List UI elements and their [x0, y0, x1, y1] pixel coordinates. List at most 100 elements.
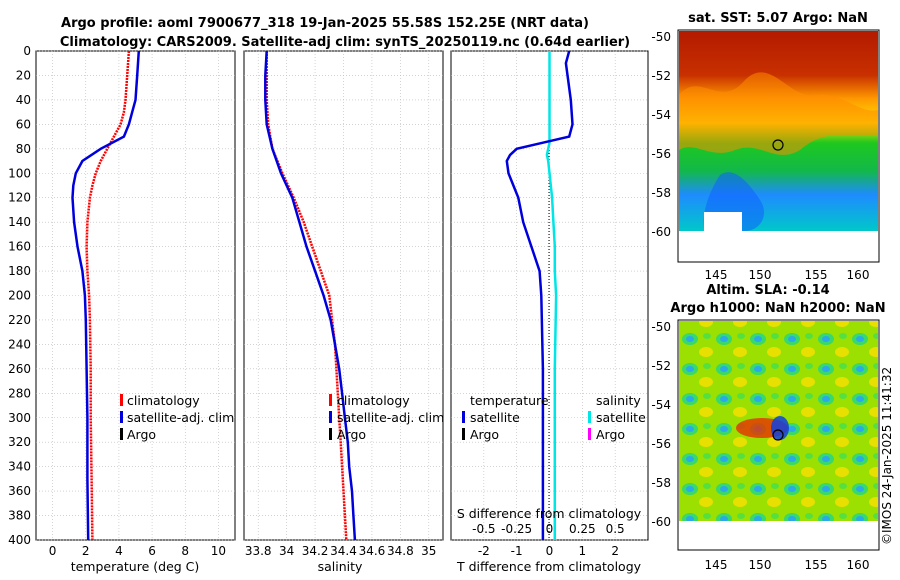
- sla-cold-eddy: [771, 416, 789, 440]
- legend-head-temperature: temperature: [470, 393, 549, 408]
- legend-swatch-climatology: [329, 394, 332, 406]
- legend-swatch-argo: [120, 428, 123, 440]
- sla-argo-location-marker: [772, 429, 784, 441]
- legend-swatch-argo: [329, 428, 332, 440]
- legend-label-satellite: satellite-adj. clim: [337, 410, 444, 425]
- legend-label-sal-satellite: satellite: [596, 410, 646, 425]
- legend-label-sal-argo: Argo: [596, 427, 625, 442]
- s-tick-label: 0.5: [606, 522, 625, 536]
- salinity-tick-labels: 33.8 34 34.2 34.4 34.6 34.8 35: [245, 544, 437, 558]
- copyright-timestamp: ©IMOS 24-Jan-2025 11:41:32: [880, 367, 894, 545]
- depth-tick-label: 200: [8, 289, 31, 303]
- legend-label-temp-satellite: satellite: [470, 410, 520, 425]
- depth-tick-label: 320: [8, 435, 31, 449]
- depth-tick-label: 220: [8, 313, 31, 327]
- depth-tick-label: 380: [8, 509, 31, 523]
- sst-lon-tick: 155: [805, 268, 828, 282]
- depth-tick-label: 40: [16, 93, 31, 107]
- difference-panel: -2 -1 0 1 2 -0.5 -0.25 0 0.25 0.5 S difference f…: [450, 50, 649, 574]
- depth-tick-label: 160: [8, 240, 31, 254]
- depth-tick-label: 300: [8, 411, 31, 425]
- legend-swatch-sal-argo: [588, 428, 591, 440]
- sla-lon-tick: 155: [805, 558, 828, 572]
- x-tick-label: 6: [148, 544, 156, 558]
- legend-label-satellite: satellite-adj. clim: [127, 410, 234, 425]
- temperature-climatology-line: [85, 50, 131, 541]
- sst-warm-front: [679, 72, 878, 155]
- temperature-grid: [36, 50, 235, 541]
- x-tick-label: 33.8: [245, 544, 272, 558]
- salinity-axis-label: salinity: [318, 559, 363, 574]
- legend-label-climatology: climatology: [127, 393, 200, 408]
- s-tick-label: -0.5: [472, 522, 495, 536]
- t-difference-axis-label: T difference from climatology: [456, 559, 642, 574]
- legend-swatch-climatology: [120, 394, 123, 406]
- legend-label-argo: Argo: [127, 427, 156, 442]
- sst-lat-tick: -52: [651, 69, 671, 83]
- x-tick-label: -1: [511, 544, 523, 558]
- temperature-tick-labels: 0 2 4 6 8 10: [49, 544, 226, 558]
- x-tick-label: 35: [421, 544, 436, 558]
- depth-tick-label: 340: [8, 460, 31, 474]
- x-tick-label: 0: [546, 544, 554, 558]
- sst-lon-tick: 160: [847, 268, 870, 282]
- depth-tick-label: 260: [8, 362, 31, 376]
- sla-lat-tick: -56: [651, 437, 671, 451]
- sla-map-title-line1: Altim. SLA: -0.14: [706, 283, 829, 298]
- temperature-satellite-line: [71, 50, 141, 541]
- legend-swatch-temp-argo: [462, 428, 465, 440]
- depth-tick-label: 140: [8, 215, 31, 229]
- depth-tick-label: 400: [8, 533, 31, 547]
- depth-tick-label: 120: [8, 191, 31, 205]
- sst-argo-location-marker: [772, 139, 784, 151]
- depth-tick-labels: 0 20 40 60 80 100 120 140 160 180 200 220 240 260 280 3…: [8, 44, 31, 547]
- depth-tick-label: 20: [16, 68, 31, 82]
- sst-lon-tick: 145: [705, 268, 728, 282]
- sst-land-mask: [704, 212, 742, 231]
- legend-label-climatology: climatology: [337, 393, 410, 408]
- salinity-difference-line: [545, 51, 558, 540]
- difference-legend: temperature salinity satellite Argo sate…: [462, 393, 646, 442]
- x-tick-label: 34.2: [302, 544, 329, 558]
- sla-lon-tick: 160: [847, 558, 870, 572]
- sst-lat-tick: -56: [651, 147, 671, 161]
- sst-lat-tick: -54: [651, 108, 671, 122]
- x-tick-label: 34.4: [330, 544, 357, 558]
- x-tick-label: 2: [82, 544, 90, 558]
- depth-tick-label: 280: [8, 386, 31, 400]
- salinity-satellite-line: [264, 50, 357, 541]
- x-tick-label: 10: [211, 544, 226, 558]
- sst-lon-tick: 150: [749, 268, 772, 282]
- temperature-legend: climatology satellite-adj. clim Argo: [120, 393, 234, 442]
- x-tick-label: 34.8: [387, 544, 414, 558]
- sst-map: sat. SST: 5.07 Argo: NaN -50 -52 -54 -56…: [651, 11, 880, 282]
- sla-lat-tick: -60: [651, 515, 671, 529]
- sst-lat-tick: -58: [651, 186, 671, 200]
- sst-map-title: sat. SST: 5.07 Argo: NaN: [688, 11, 868, 26]
- temperature-panel: 0204060801001201401601802002202402602803…: [8, 44, 236, 574]
- sla-map-title-line2: Argo h1000: NaN h2000: NaN: [670, 301, 885, 316]
- figure-title-line1: Argo profile: aoml 7900677_318 19-Jan-20…: [61, 16, 589, 31]
- x-tick-label: 34: [279, 544, 294, 558]
- depth-tick-label: 60: [16, 117, 31, 131]
- x-tick-label: 0: [49, 544, 57, 558]
- legend-swatch-satellite: [120, 411, 123, 423]
- s-tick-label: 0.25: [569, 522, 596, 536]
- legend-swatch-temp-satellite: [462, 411, 465, 423]
- sla-lon-tick: 150: [749, 558, 772, 572]
- sla-lon-tick: 145: [705, 558, 728, 572]
- temperature-difference-line: [505, 50, 574, 540]
- s-tick-label: -0.25: [501, 522, 532, 536]
- s-difference-axis-label: S difference from climatology: [457, 506, 642, 521]
- sla-lat-tick: -58: [651, 476, 671, 490]
- x-tick-label: 34.6: [359, 544, 386, 558]
- legend-label-argo: Argo: [337, 427, 366, 442]
- legend-swatch-satellite: [329, 411, 332, 423]
- sla-lat-tick: -50: [651, 320, 671, 334]
- x-tick-label: 8: [181, 544, 189, 558]
- depth-tick-label: 360: [8, 484, 31, 498]
- x-tick-label: 4: [115, 544, 123, 558]
- x-tick-label: 2: [611, 544, 619, 558]
- sla-lat-tick: -54: [651, 398, 671, 412]
